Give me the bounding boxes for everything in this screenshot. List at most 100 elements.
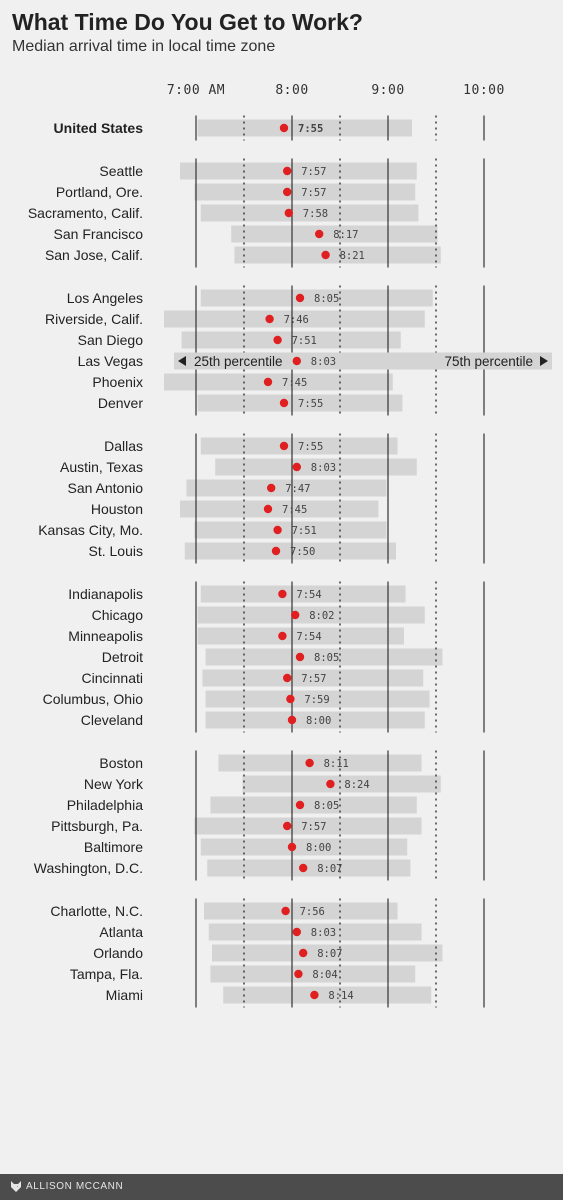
median-dot [292, 356, 301, 366]
range-bar [164, 373, 393, 391]
median-label: 8:00 [306, 715, 331, 727]
median-dot [283, 673, 292, 683]
chart-title: What Time Do You Get to Work? [12, 9, 363, 35]
city-label: Detroit [102, 649, 143, 665]
median-dot [287, 842, 297, 852]
median-label: 8:05 [314, 800, 339, 812]
median-dot [273, 335, 282, 345]
city-label: Kansas City, Mo. [38, 522, 143, 538]
median-label: 7:46 [284, 314, 309, 326]
city-label: Riverside, Calif. [45, 311, 143, 327]
median-dot [321, 250, 330, 260]
range-bar [215, 458, 417, 476]
city-label: San Jose, Calif. [45, 247, 143, 263]
city-label: Dallas [104, 438, 143, 454]
median-dot [305, 758, 314, 768]
median-dot [315, 229, 324, 239]
legend-band [174, 352, 552, 370]
median-label: 7:54 [296, 589, 321, 601]
median-dot [295, 293, 305, 303]
median-dot [273, 525, 282, 535]
x-tick-label: 7:00 AM [167, 83, 225, 98]
median-label: 7:55 [298, 441, 323, 453]
median-label: 8:24 [344, 779, 369, 791]
city-label: Charlotte, N.C. [50, 903, 143, 919]
city-label: Cincinnati [82, 670, 143, 686]
city-label: Denver [98, 395, 143, 411]
city-label: Pittsburgh, Pa. [51, 818, 143, 834]
city-label: Chicago [92, 607, 144, 623]
range-bar [200, 289, 433, 307]
median-dot [284, 208, 293, 218]
median-dot [326, 779, 335, 789]
median-dot [279, 441, 289, 451]
range-bar [210, 796, 417, 814]
median-dot [292, 927, 301, 937]
range-bar [180, 500, 379, 518]
median-dot [299, 863, 308, 873]
city-label: Philadelphia [67, 797, 143, 813]
median-label: 7:47 [285, 483, 310, 495]
median-dot [295, 652, 305, 662]
median-label: 8:07 [317, 948, 342, 960]
median-dot [295, 800, 305, 810]
median-label: 8:02 [309, 610, 334, 622]
median-label: 8:11 [324, 758, 349, 770]
median-dot [271, 546, 281, 556]
city-label: San Francisco [54, 226, 144, 242]
city-label: Baltimore [84, 839, 143, 855]
range-bar [234, 246, 441, 264]
median-dot [299, 948, 308, 958]
range-bar [184, 542, 396, 560]
city-label: Washington, D.C. [34, 860, 143, 876]
range-bar [200, 204, 419, 222]
median-label: 8:21 [340, 250, 365, 262]
median-label: 7:57 [301, 166, 326, 178]
median-dot [310, 990, 319, 1000]
median-dot [281, 906, 290, 916]
median-dot [263, 377, 273, 387]
median-label: 8:03 [311, 927, 336, 939]
median-dot [286, 694, 295, 704]
range-bar [218, 754, 422, 772]
city-label: Las Vegas [78, 353, 143, 369]
range-bar [212, 944, 443, 962]
median-label: 7:57 [301, 673, 326, 685]
median-label: 7:45 [282, 504, 307, 516]
median-label: 8:00 [306, 842, 331, 854]
range-bar [197, 627, 404, 645]
median-label: 8:03 [311, 462, 336, 474]
median-label: 7:55 [298, 123, 323, 135]
range-bar [208, 923, 422, 941]
range-bar [223, 986, 432, 1004]
range-bar [164, 310, 425, 328]
range-bar [181, 331, 401, 349]
city-label: New York [84, 776, 144, 792]
range-bar [200, 838, 408, 856]
range-bar [242, 775, 441, 793]
median-label: 8:04 [312, 969, 337, 981]
legend-right-label: 75th percentile [444, 354, 533, 369]
x-tick-label: 10:00 [463, 83, 505, 98]
left-arrow-icon [178, 356, 186, 366]
median-label: 8:07 [317, 863, 342, 875]
median-dot [267, 483, 276, 493]
range-bar [197, 119, 412, 137]
median-label: 7:51 [292, 335, 317, 347]
city-label: Tampa, Fla. [70, 966, 143, 982]
median-label: 7:56 [300, 906, 325, 918]
chart-subtitle: Median arrival time in local time zone [12, 38, 276, 55]
median-dot [265, 314, 274, 324]
range-bar [194, 183, 416, 201]
median-dot [291, 610, 300, 620]
range-bar [200, 585, 406, 603]
city-label: Minneapolis [68, 628, 143, 644]
median-label: 7:59 [304, 694, 329, 706]
fox-logo-icon [11, 1181, 21, 1192]
median-dot [292, 462, 301, 472]
city-label: Los Angeles [67, 290, 143, 306]
median-label: 7:57 [301, 821, 326, 833]
range-bar [200, 437, 398, 455]
range-bar [180, 162, 417, 180]
median-label: 8:03 [311, 356, 336, 368]
